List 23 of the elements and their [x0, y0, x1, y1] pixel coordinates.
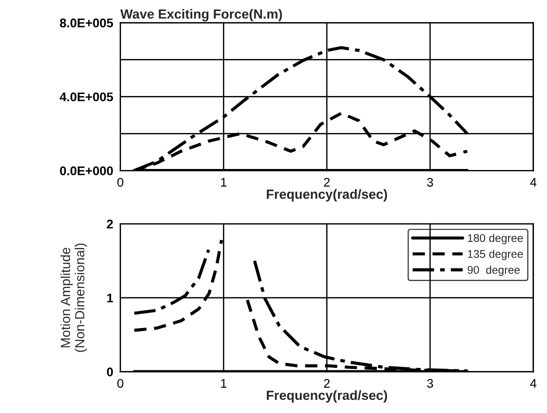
x-tick-label: 2 [324, 178, 330, 187]
x-tick-label: 3 [427, 178, 434, 187]
legend-label: 180 degree [468, 234, 523, 244]
x-tick-label: 3 [427, 378, 434, 388]
y-tick-label: 0.0E+000 [60, 166, 113, 176]
y-tick-label: 1 [107, 294, 114, 302]
x-tick-label: 4 [530, 379, 536, 388]
y-tick-label: 0 [106, 368, 113, 376]
y-tick-label: 8.0E+005 [60, 18, 114, 28]
y-tick-label: 2 [106, 220, 113, 228]
y-tick-label: 4.0E+005 [60, 92, 114, 102]
x-tick-label: 0 [117, 178, 124, 187]
x-axis-title: Frequency(rad/sec) [266, 390, 388, 403]
x-tick-label: 1 [221, 178, 226, 187]
chart-title: Wave Exciting Force(N.m) [120, 8, 282, 22]
x-tick-label: 1 [221, 379, 226, 388]
x-axis-title: Frequency(rad/sec) [266, 189, 388, 202]
x-tick-label: 4 [530, 178, 536, 187]
y-axis-title: Motion Amplitude (Non-Dimensional) [60, 244, 87, 352]
x-tick-label: 2 [324, 378, 330, 388]
legend-label: 135 degree [468, 250, 523, 260]
legend-label: 90 degree [468, 266, 520, 276]
x-tick-label: 0 [117, 378, 124, 388]
